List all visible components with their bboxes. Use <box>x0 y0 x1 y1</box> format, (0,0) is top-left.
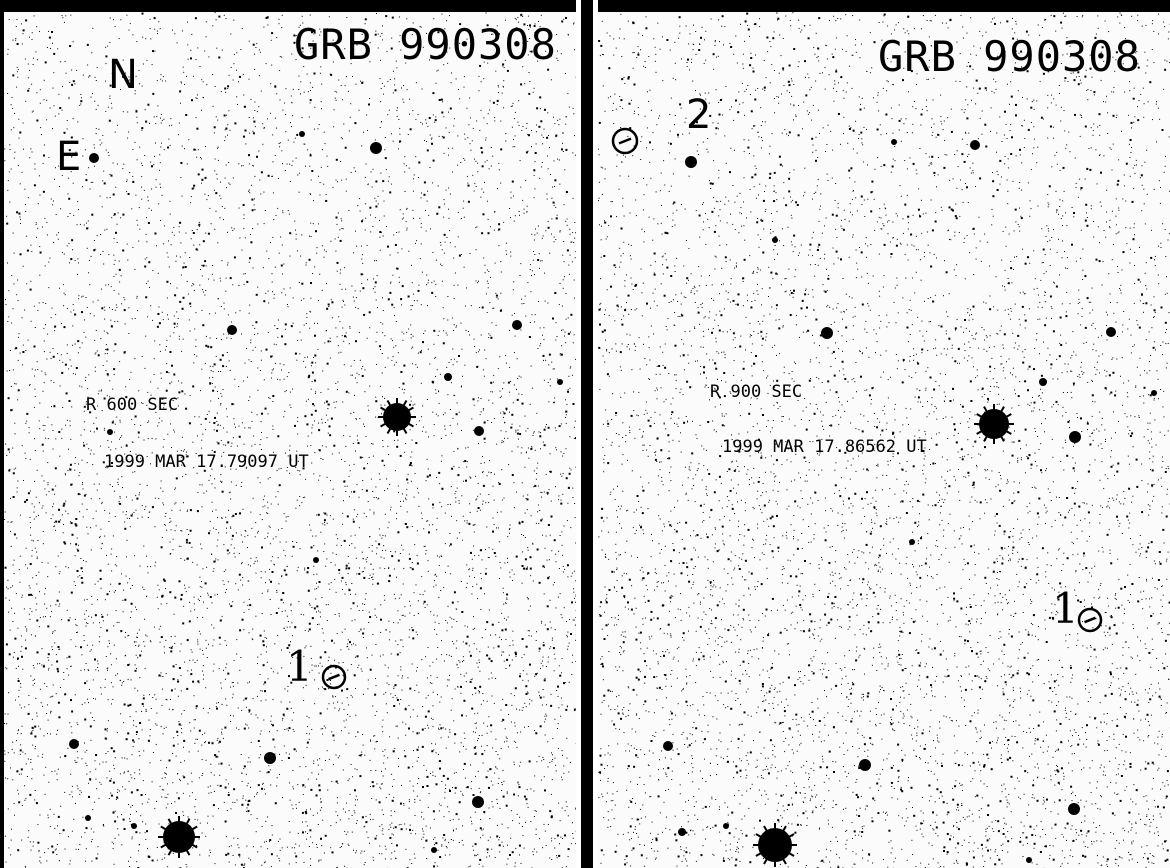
star <box>89 153 99 163</box>
star-spike <box>976 413 995 425</box>
star-spike <box>396 416 408 434</box>
star-spike <box>380 406 398 418</box>
sky-noise <box>598 12 1170 868</box>
marker-circle <box>1077 607 1103 633</box>
panel-title: GRB 990308 <box>294 20 557 69</box>
star-spike <box>167 818 180 838</box>
star-spike <box>755 844 776 857</box>
star <box>131 823 137 829</box>
star <box>1026 857 1032 863</box>
compass-north-label: N <box>108 52 138 98</box>
star-spike <box>774 844 787 865</box>
filter-exposure-label: R 900 SEC <box>710 382 803 402</box>
star-field-right <box>598 12 1170 868</box>
star <box>264 752 276 764</box>
star-spike <box>976 423 995 435</box>
star-spike <box>774 844 795 857</box>
object-2-label: 2 <box>686 92 712 138</box>
star-spike <box>178 825 198 838</box>
star <box>299 131 305 137</box>
star <box>1151 390 1157 396</box>
star-spike <box>993 423 1012 435</box>
compass-east-label: E <box>56 134 82 180</box>
marker-circle <box>611 127 639 155</box>
star <box>474 426 484 436</box>
star-spike <box>167 836 180 856</box>
marker-tick <box>618 137 632 145</box>
star-spike <box>993 413 1012 425</box>
star <box>227 325 237 335</box>
star-spike <box>983 406 995 425</box>
star <box>859 759 871 771</box>
panel-title: GRB 990308 <box>878 32 1141 81</box>
star <box>1069 431 1081 443</box>
star <box>85 815 91 821</box>
star-spike <box>993 406 1005 425</box>
star <box>1039 378 1047 386</box>
star-spike <box>160 836 180 849</box>
star <box>512 320 522 330</box>
star-spike <box>380 416 398 428</box>
star <box>431 847 437 853</box>
star <box>970 140 980 150</box>
observation-date-label: 1999 MAR 17.79097 UT <box>104 452 309 472</box>
observation-date-label: 1999 MAR 17.86562 UT <box>722 437 927 457</box>
star <box>772 237 778 243</box>
star-spike <box>386 400 398 418</box>
star-spike <box>993 423 1005 442</box>
star <box>444 373 452 381</box>
filter-exposure-label: R 600 SEC <box>86 395 179 415</box>
star <box>472 796 484 808</box>
star-spike <box>160 825 180 838</box>
star-spike <box>755 833 776 846</box>
image-panel-left: GRB 990308 N E R 600 SEC 1999 MAR 17.790… <box>4 12 576 868</box>
star <box>107 429 113 435</box>
star-spike <box>178 836 191 856</box>
star <box>557 379 563 385</box>
panel-divider <box>581 0 593 868</box>
marker-tick <box>328 673 340 681</box>
star-spike <box>396 400 408 418</box>
star <box>685 156 697 168</box>
star-spike <box>178 818 191 838</box>
star-spike <box>774 825 787 846</box>
star-spike <box>774 833 795 846</box>
sky-noise <box>4 12 576 868</box>
star-spike <box>983 423 995 442</box>
star <box>1106 327 1116 337</box>
star <box>891 139 897 145</box>
star-spike <box>763 844 776 865</box>
marker-tick <box>1084 616 1096 624</box>
star-spike <box>396 416 414 428</box>
star <box>821 327 833 339</box>
star-spike <box>763 825 776 846</box>
frame-left-border <box>0 0 4 868</box>
star <box>1068 803 1080 815</box>
star-field-left <box>4 12 576 868</box>
star <box>723 823 729 829</box>
star-spike <box>386 416 398 434</box>
marker-circle <box>321 664 347 690</box>
star <box>370 142 382 154</box>
star <box>678 828 686 836</box>
object-1-label: 1 <box>1052 584 1079 633</box>
star <box>663 741 673 751</box>
star-spike <box>178 836 198 849</box>
object-1-label: 1 <box>286 642 313 691</box>
star <box>69 739 79 749</box>
image-panel-right: GRB 990308 2 R 900 SEC 1999 MAR 17.86562… <box>598 12 1170 868</box>
star <box>909 539 915 545</box>
star-spike <box>396 406 414 418</box>
star <box>313 557 319 563</box>
